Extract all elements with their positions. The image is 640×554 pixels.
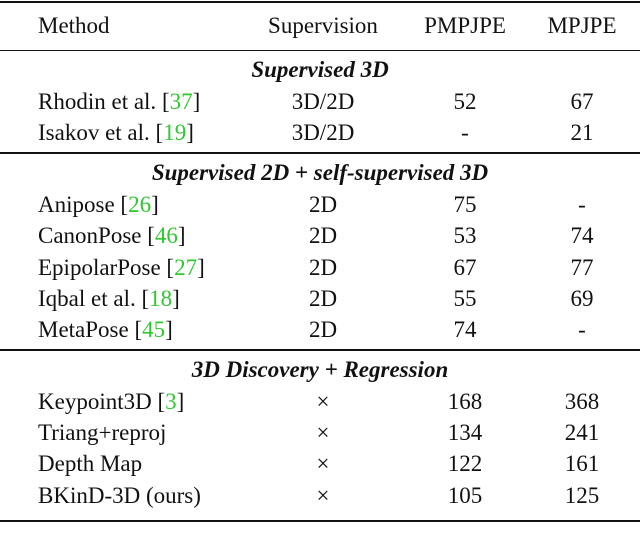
value-cell: × [316, 482, 330, 508]
value-cell: 122 [447, 451, 483, 477]
value-cell: 53 [453, 223, 477, 249]
bracket: ] [177, 223, 186, 249]
value-cell: 105 [447, 482, 483, 508]
value-cell: 125 [564, 482, 600, 508]
value-cell: × [316, 389, 330, 414]
method-cell: Rhodin et al. [37] [38, 88, 200, 116]
header-cell: Method [38, 13, 110, 38]
value-cell: 21 [570, 120, 594, 146]
header-cell: MPJPE [547, 13, 617, 38]
value-cell: × [316, 420, 330, 446]
method-name: Iqbal et al. [38, 285, 136, 311]
method-name: Rhodin et al. [38, 89, 157, 114]
method-name: Isakov et al. [38, 120, 150, 146]
method-cell: CanonPose [46] [38, 222, 186, 250]
method-name: Triang+reproj [38, 420, 167, 446]
value-cell: 241 [564, 420, 600, 446]
citation: 27 [174, 254, 198, 280]
bracket: ] [151, 192, 159, 218]
method-cell: Triang+reproj [38, 419, 166, 447]
value-cell: - [461, 120, 469, 146]
value-cell: 368 [564, 389, 600, 414]
value-cell: 67 [453, 254, 477, 280]
method-cell: Anipose [26] [38, 191, 159, 219]
bracket: ] [197, 254, 205, 280]
method-cell: Iqbal et al. [18] [38, 285, 180, 313]
value-cell: 168 [447, 389, 483, 414]
value-cell: 74 [570, 223, 594, 249]
bracket: [ [149, 120, 164, 146]
section-title: Supervised 3D [251, 57, 389, 82]
value-cell: 161 [564, 451, 600, 477]
rule [0, 349, 640, 351]
header-cell: PMPJPE [424, 13, 506, 38]
header-cell: Supervision [268, 13, 378, 38]
bracket: ] [172, 285, 180, 311]
citation: 26 [128, 192, 152, 218]
bracket: [ [114, 192, 129, 218]
citation: 3 [165, 389, 177, 414]
method-name: Keypoint3D [38, 389, 152, 414]
method-name: Depth Map [38, 451, 143, 477]
method-name: EpipolarPose [38, 254, 161, 280]
value-cell: 74 [453, 317, 477, 342]
citation: 18 [149, 285, 173, 311]
rule [0, 519, 640, 522]
rule [0, 1, 640, 3]
value-cell: 52 [453, 89, 477, 114]
value-cell: 2D [308, 223, 338, 249]
value-cell: 2D [308, 192, 338, 218]
method-name: MetaPose [38, 317, 129, 342]
bracket: ] [192, 89, 201, 114]
value-cell: 3D/2D [291, 120, 355, 146]
method-cell: EpipolarPose [27] [38, 254, 205, 282]
section-title: Supervised 2D + self-supervised 3D [151, 160, 489, 186]
bracket: [ [151, 389, 166, 414]
bracket: [ [156, 89, 170, 114]
citation: 46 [154, 223, 178, 249]
value-cell: 75 [453, 192, 477, 218]
method-cell: BKinD-3D (ours) [38, 482, 201, 510]
section-title: 3D Discovery + Regression [191, 357, 449, 382]
value-cell: 69 [570, 285, 594, 311]
value-cell: 2D [308, 317, 338, 342]
value-cell: 77 [570, 254, 594, 280]
method-name: BKinD-3D (ours) [38, 482, 201, 508]
method-cell: Keypoint3D [3] [38, 388, 184, 416]
method-name: Anipose [38, 192, 115, 218]
bracket: [ [160, 254, 175, 280]
bracket: [ [141, 223, 155, 249]
value-cell: 55 [453, 285, 477, 311]
rule [0, 50, 640, 51]
citation: 45 [142, 317, 166, 342]
rule [0, 152, 640, 155]
method-cell: Depth Map [38, 450, 142, 478]
bracket: ] [176, 389, 185, 414]
value-cell: 2D [308, 254, 338, 280]
bracket: ] [186, 120, 194, 146]
value-cell: 134 [447, 420, 483, 446]
value-cell: 67 [570, 89, 594, 114]
method-cell: MetaPose [45] [38, 316, 173, 344]
citation: 37 [169, 89, 193, 114]
method-cell: Isakov et al. [19] [38, 119, 194, 147]
bracket: [ [128, 317, 143, 342]
citation: 19 [163, 120, 187, 146]
value-cell: × [316, 451, 330, 477]
value-cell: 3D/2D [291, 89, 355, 114]
value-cell: 2D [308, 285, 338, 311]
bracket: [ [135, 285, 150, 311]
bracket: ] [165, 317, 173, 342]
value-cell: - [578, 192, 586, 218]
method-name: CanonPose [38, 223, 142, 249]
value-cell: - [578, 317, 586, 342]
